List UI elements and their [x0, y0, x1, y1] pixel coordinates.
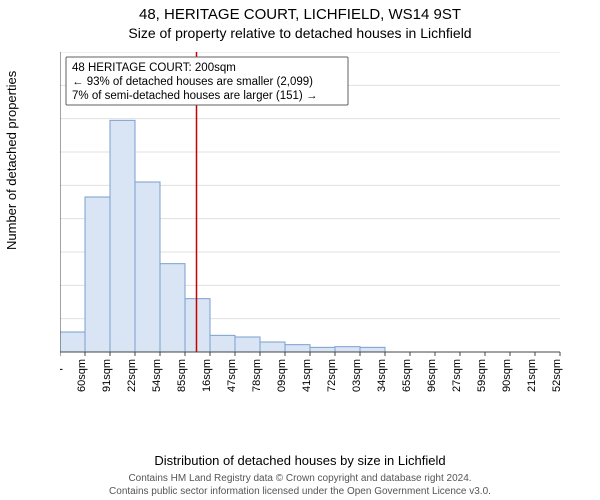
svg-text:29sqm: 29sqm	[60, 359, 63, 392]
svg-text:216sqm: 216sqm	[201, 359, 213, 392]
svg-text:652sqm: 652sqm	[551, 359, 563, 392]
svg-text:559sqm: 559sqm	[476, 359, 488, 392]
histogram-bar	[60, 332, 85, 352]
histogram-bar	[210, 335, 235, 352]
svg-text:434sqm: 434sqm	[376, 359, 388, 392]
annot-line-1: 48 HERITAGE COURT: 200sqm	[72, 62, 236, 74]
histogram-bar	[160, 264, 185, 352]
y-axis-label: Number of detached properties	[4, 71, 19, 250]
x-axis-label: Distribution of detached houses by size …	[0, 453, 600, 468]
svg-text:341sqm: 341sqm	[301, 359, 313, 392]
histogram-bar	[235, 337, 260, 352]
footer-line-2: Contains public sector information licen…	[0, 486, 600, 499]
svg-text:247sqm: 247sqm	[226, 359, 238, 392]
histogram-bar	[335, 347, 360, 352]
svg-text:372sqm: 372sqm	[326, 359, 338, 392]
histogram-bar	[310, 347, 335, 352]
svg-text:154sqm: 154sqm	[151, 359, 163, 392]
svg-text:185sqm: 185sqm	[176, 359, 188, 392]
histogram-bar	[185, 299, 210, 352]
footer-line-1: Contains HM Land Registry data © Crown c…	[0, 473, 600, 486]
histogram-bar	[135, 182, 160, 352]
histogram-bar	[285, 345, 310, 352]
svg-text:590sqm: 590sqm	[501, 359, 513, 392]
svg-text:621sqm: 621sqm	[526, 359, 538, 392]
svg-text:309sqm: 309sqm	[276, 359, 288, 392]
chart-title-2: Size of property relative to detached ho…	[0, 23, 600, 41]
histogram-bar	[260, 342, 285, 352]
histogram-bar	[360, 347, 385, 352]
svg-text:527sqm: 527sqm	[451, 359, 463, 392]
svg-text:496sqm: 496sqm	[426, 359, 438, 392]
annot-line-3: 7% of semi-detached houses are larger (1…	[72, 90, 317, 102]
svg-text:403sqm: 403sqm	[351, 359, 363, 392]
svg-text:465sqm: 465sqm	[401, 359, 413, 392]
histogram-bar	[110, 120, 135, 352]
footer-attribution: Contains HM Land Registry data © Crown c…	[0, 473, 600, 498]
annot-line-2: ← 93% of detached houses are smaller (2,…	[72, 76, 313, 88]
svg-text:278sqm: 278sqm	[251, 359, 263, 392]
svg-text:122sqm: 122sqm	[126, 359, 138, 392]
chart-title-1: 48, HERITAGE COURT, LICHFIELD, WS14 9ST	[0, 0, 600, 23]
histogram-plot: 0100200300400500600700800900 29sqm60sqm9…	[60, 52, 580, 392]
histogram-bar	[85, 197, 110, 352]
svg-text:60sqm: 60sqm	[76, 359, 88, 392]
svg-text:91sqm: 91sqm	[101, 359, 113, 392]
